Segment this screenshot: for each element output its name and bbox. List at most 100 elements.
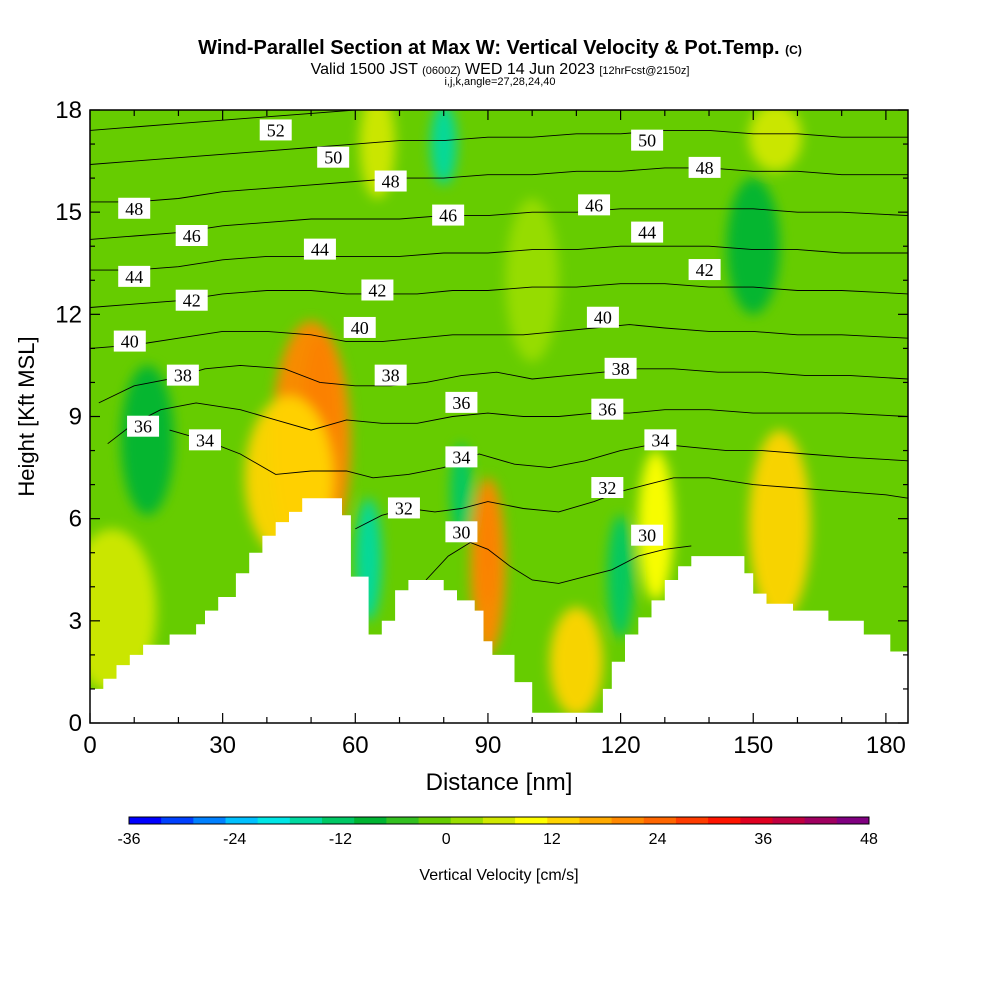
contour-label-40: 40 <box>594 308 612 328</box>
colorbar-swatch-22 <box>836 817 870 824</box>
contour-label-box-5 <box>113 330 146 352</box>
contour-label-box-19 <box>432 204 465 226</box>
velocity-cell-14 <box>726 178 780 315</box>
contour-label-box-12 <box>303 238 336 260</box>
x-tick-label-150: 150 <box>733 732 773 759</box>
contour-label-52: 52 <box>267 120 285 140</box>
contour-label-48: 48 <box>696 158 714 178</box>
contour-label-40: 40 <box>121 332 139 352</box>
contour-label-box-2 <box>188 429 221 451</box>
colorbar-swatch-13 <box>547 817 580 824</box>
contour-label-44: 44 <box>638 223 656 243</box>
theta-contour-46 <box>90 208 908 240</box>
contour-label-box-3 <box>127 415 160 437</box>
colorbar-swatch-20 <box>772 817 806 824</box>
theta-contour-34 <box>169 429 908 479</box>
colorbar-swatch-14 <box>579 817 613 824</box>
contour-label-46: 46 <box>439 206 457 226</box>
contour-label-42: 42 <box>183 291 201 311</box>
theta-contour-40 <box>90 324 908 349</box>
chart-subtitle: Valid 1500 JST (0600Z) WED 14 Jun 2023 [… <box>310 61 690 78</box>
terrain <box>90 498 908 723</box>
contour-label-box-4 <box>166 364 199 386</box>
contour-label-box-0 <box>445 521 478 543</box>
colorbar-tick-label-12: 12 <box>543 831 561 848</box>
velocity-cell-6 <box>748 430 811 621</box>
velocity-cells <box>90 110 811 717</box>
contour-label-box-7 <box>118 265 151 287</box>
velocity-cell-13 <box>430 110 457 185</box>
x-tick-label-0: 0 <box>83 732 96 759</box>
x-tick-label-60: 60 <box>342 732 369 759</box>
colorbar-tick-label-48: 48 <box>860 831 878 848</box>
colorbar-swatch-12 <box>515 817 548 824</box>
theta-contour-36 <box>107 402 908 445</box>
y-tick-label-18: 18 <box>55 97 82 124</box>
contour-label-box-21 <box>688 156 721 178</box>
colorbar-swatch-15 <box>611 817 645 824</box>
contour-label-30: 30 <box>452 522 470 542</box>
chart-indices: i,j,k,angle=27,28,24,40 <box>444 76 556 88</box>
colorbar-tick-label-36: 36 <box>754 831 772 848</box>
contour-label-box-14 <box>343 316 376 338</box>
colorbar-swatch-6 <box>322 817 355 824</box>
velocity-cell-11 <box>450 443 473 540</box>
contour-labels: 30 32 34 36 38 40 42 44 46 48 50 52 44 42 40 38 36 34 48 46… <box>113 119 721 546</box>
colorbar-swatch-10 <box>450 817 484 824</box>
contour-label-box-16 <box>445 391 478 413</box>
velocity-cell-17 <box>505 198 559 363</box>
y-tick-label-6: 6 <box>69 506 82 533</box>
velocity-cell-5 <box>549 607 603 717</box>
colorbar-swatch-9 <box>418 817 452 824</box>
colorbar-swatch-5 <box>289 817 323 824</box>
contour-label-32: 32 <box>395 498 413 518</box>
contour-label-box-27 <box>591 398 624 420</box>
contour-label-box-11 <box>259 119 292 141</box>
colorbar-swatch-11 <box>482 817 516 824</box>
contour-label-box-17 <box>445 446 478 468</box>
theta-contour-30 <box>425 541 692 584</box>
theta-contour-42 <box>90 283 908 308</box>
x-tick-label-90: 90 <box>475 732 502 759</box>
contour-label-box-23 <box>631 221 664 243</box>
contour-label-42: 42 <box>696 260 714 280</box>
colorbar-tick-label--24: -24 <box>223 831 246 848</box>
contour-label-50: 50 <box>324 148 342 168</box>
colorbar-swatch-4 <box>257 817 291 824</box>
colorbar-swatch-18 <box>708 817 741 824</box>
y-tick-label-3: 3 <box>69 608 82 635</box>
contour-label-48: 48 <box>382 172 400 192</box>
contour-label-36: 36 <box>598 400 616 420</box>
contour-label-box-6 <box>175 289 208 311</box>
contour-label-30: 30 <box>638 526 656 546</box>
colorbar-swatch-16 <box>643 817 677 824</box>
contour-label-46: 46 <box>585 195 603 215</box>
colorbar-swatch-0 <box>129 817 162 824</box>
colorbar-swatch-7 <box>354 817 387 824</box>
y-tick-label-15: 15 <box>55 199 82 226</box>
contour-label-box-20 <box>631 129 664 151</box>
contour-label-42: 42 <box>368 280 386 300</box>
colorbar-tick-label-24: 24 <box>649 831 667 848</box>
theta-contour-48 <box>90 167 908 203</box>
contour-label-box-26 <box>604 357 637 379</box>
theta-contours <box>90 110 908 584</box>
theta-contour-44 <box>90 245 908 271</box>
contour-label-34: 34 <box>452 447 470 467</box>
velocity-cell-9 <box>120 365 175 516</box>
contour-label-box-30 <box>631 524 664 546</box>
contour-label-36: 36 <box>452 393 470 413</box>
contour-label-box-1 <box>387 497 420 519</box>
y-tick-label-12: 12 <box>55 301 82 328</box>
colorbar-swatch-19 <box>740 817 773 824</box>
colorbar-swatch-3 <box>225 817 259 824</box>
contour-label-box-9 <box>118 197 151 219</box>
contour-label-36: 36 <box>134 417 152 437</box>
contour-label-38: 38 <box>382 366 400 386</box>
colorbar-swatch-1 <box>161 817 194 824</box>
contour-label-box-29 <box>591 477 624 499</box>
x-axis-label: Distance [nm] <box>426 769 573 796</box>
colorbar-label: Vertical Velocity [cm/s] <box>419 867 578 884</box>
x-tick-label-180: 180 <box>866 732 906 759</box>
contour-label-48: 48 <box>125 199 143 219</box>
